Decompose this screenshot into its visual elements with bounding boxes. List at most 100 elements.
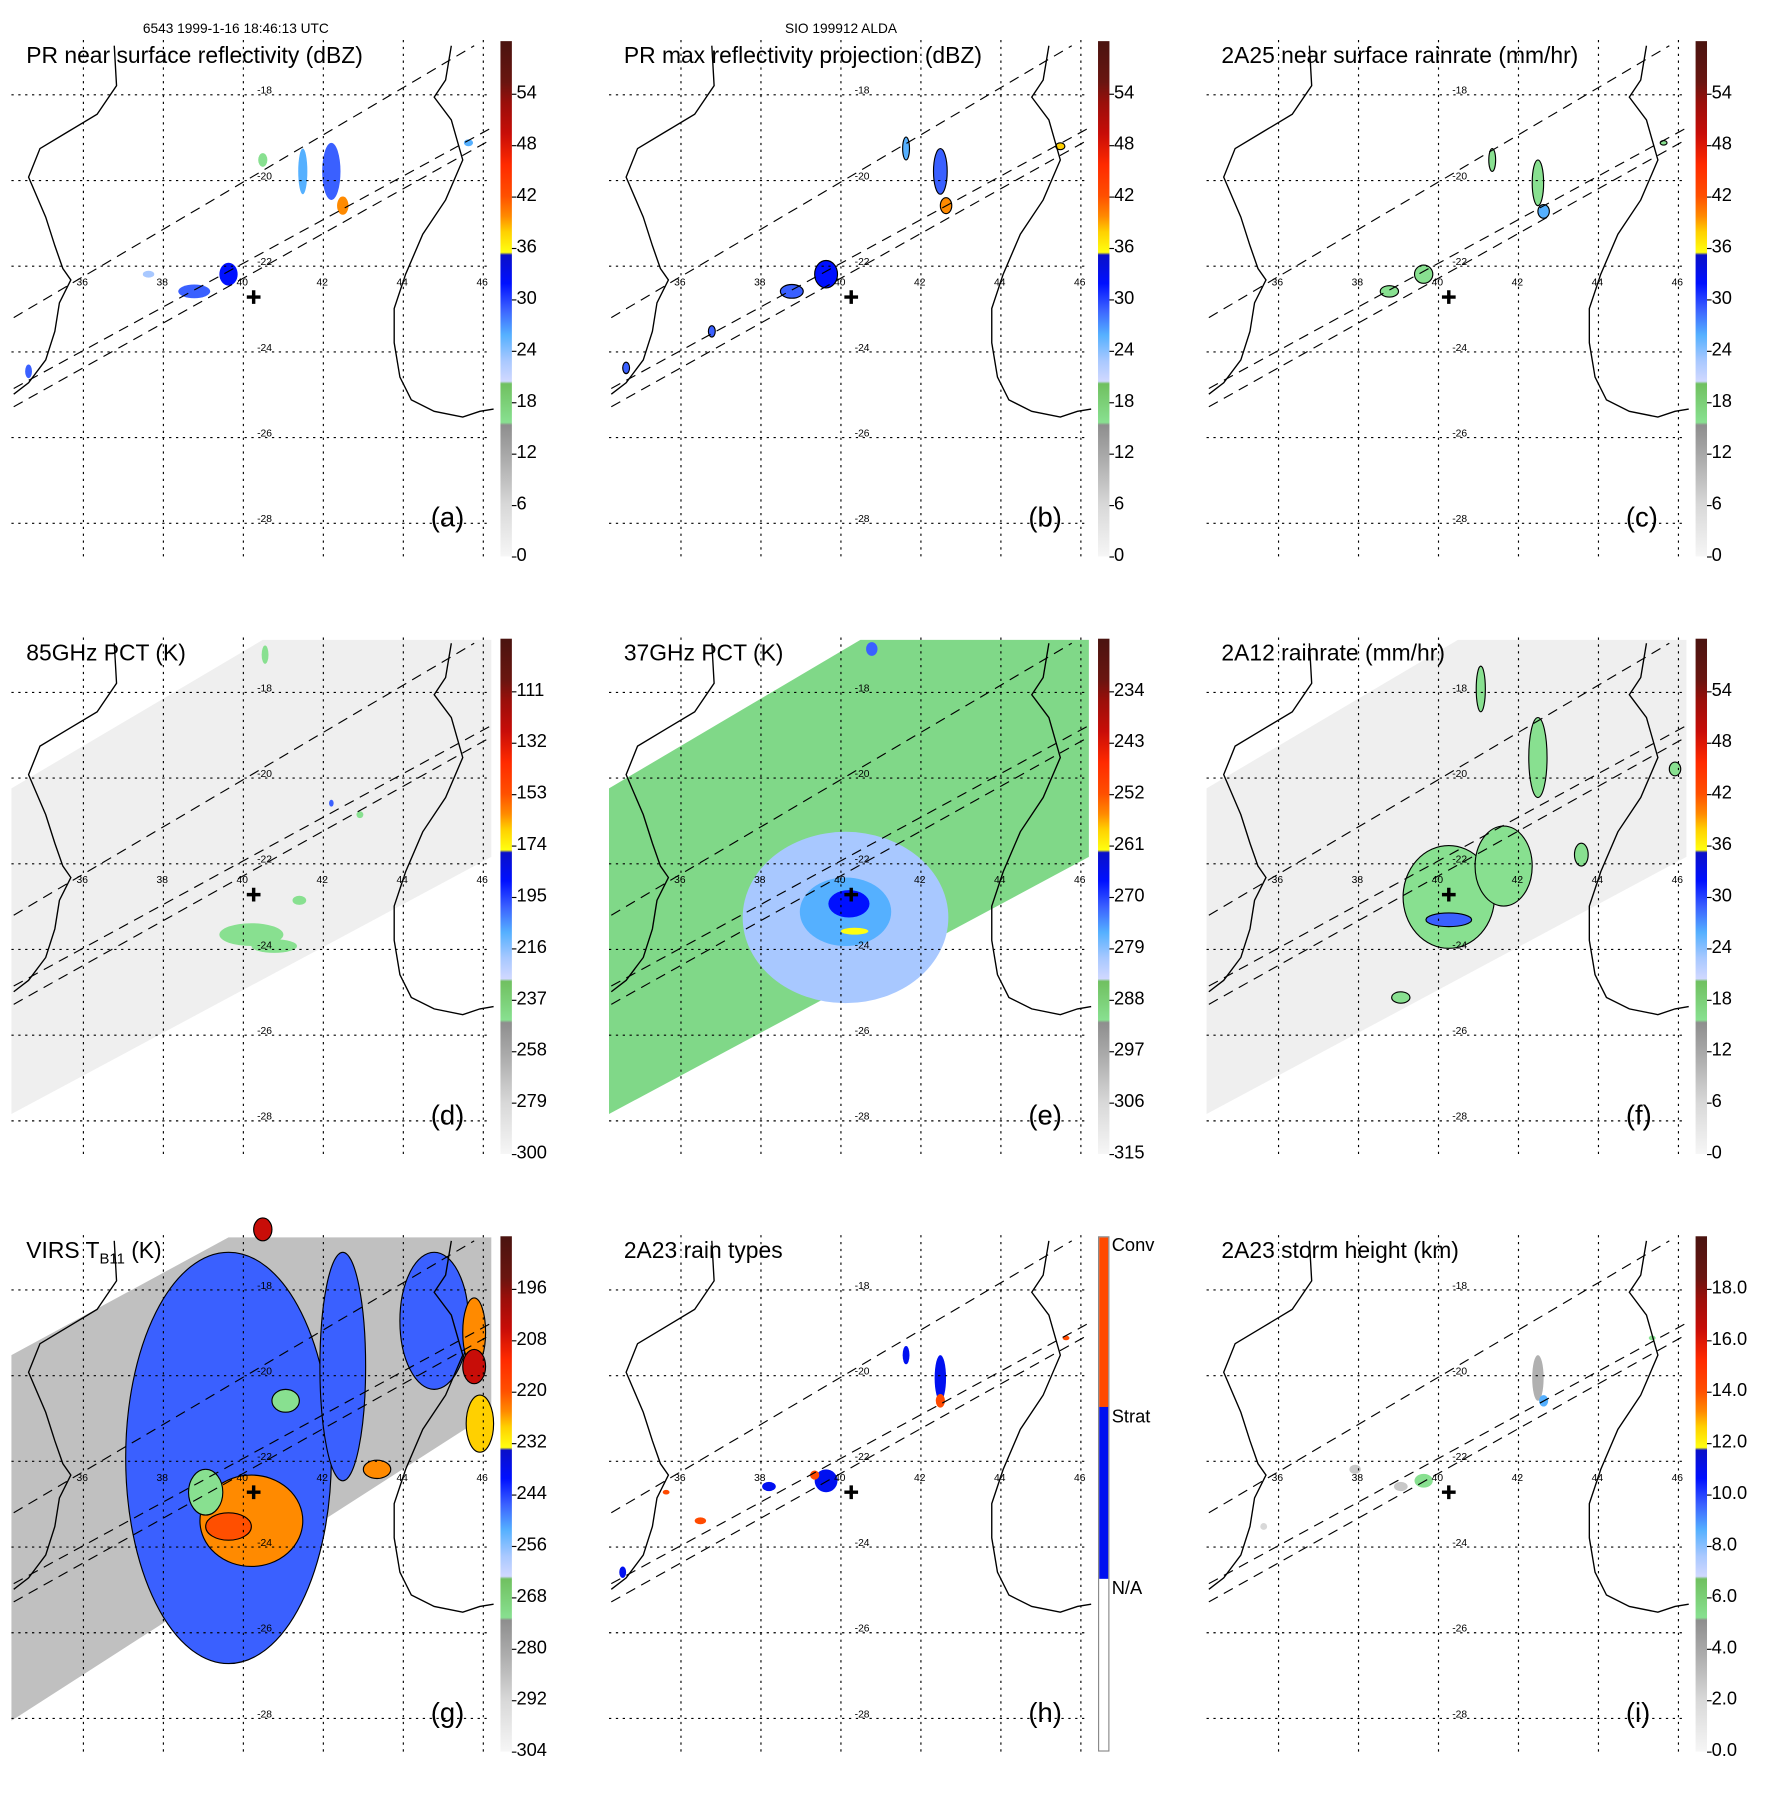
colorbar-tick-label: 42: [1114, 186, 1135, 206]
pr-swath-edge: [611, 127, 1090, 389]
colorbar-tick-mark: [1707, 1494, 1712, 1496]
colorbar-tick-mark: [1707, 453, 1712, 455]
colorbar-tick-label: 30: [1711, 289, 1732, 309]
data-cell: [205, 1512, 252, 1541]
longitude-label: 40: [1432, 278, 1444, 289]
madagascar-coastline: [393, 45, 494, 418]
panel-letter: (g): [430, 1697, 465, 1729]
latitude-label: -26: [1452, 1026, 1467, 1037]
colorbar-tick-label: 48: [1114, 134, 1135, 155]
longitude-label: 42: [914, 875, 926, 886]
latitude-label: -20: [855, 171, 870, 182]
colorbar-tick-mark: [1707, 1751, 1712, 1753]
latitude-label: -22: [1452, 855, 1467, 866]
latitude-label: -28: [257, 514, 272, 525]
panel-g: -18 -20 -22 -24 -26 -28 36 38 40 42 44 46 VIRS TB11 …: [0, 1195, 598, 1793]
africa-coastline: [610, 45, 715, 395]
colorbar-tick-mark: [511, 505, 517, 507]
latitude-label: -28: [1452, 1112, 1467, 1123]
pr-swath-edge: [13, 45, 475, 319]
data-cell: [258, 153, 268, 167]
colorbar-tick-mark: [1707, 145, 1712, 147]
longitude-label: 36: [77, 875, 89, 886]
latitude-label: -24: [1452, 940, 1467, 951]
title-suffix: (K): [124, 1238, 162, 1264]
colorbar-tick-label: 4.0: [1711, 1638, 1738, 1658]
colorbar-tick-mark: [1707, 845, 1712, 847]
panel-a: -18 -20 -22 -24 -26 -28 36 38 40 42 44 46 PR near su…: [0, 0, 598, 598]
panel-title: PR near surface reflectivity (dBZ): [26, 43, 363, 69]
panel-title: 2A23 rain types: [624, 1239, 783, 1265]
latitude-label: -22: [855, 855, 870, 866]
colorbar-tick-label: 279: [1114, 938, 1145, 958]
colorbar-tick-label: 14.0: [1711, 1381, 1748, 1401]
latitude-label: -22: [257, 855, 272, 866]
colorbar-tick-label: 288: [1114, 989, 1145, 1009]
longitude-label: 36: [674, 875, 686, 886]
colorbar-tick-mark: [1707, 1700, 1712, 1702]
longitude-label: 38: [157, 278, 169, 289]
colorbar: [1695, 41, 1708, 557]
data-cell: [1668, 761, 1682, 777]
colorbar-tick-label: 36: [516, 237, 537, 258]
storm-center-cross-icon: [844, 887, 859, 902]
latitude-label: -22: [257, 257, 272, 268]
colorbar-tick-label: 12: [1114, 443, 1135, 463]
storm-center-cross-icon: [1441, 290, 1456, 304]
latitude-label: -28: [257, 1709, 272, 1720]
panel-letter: (e): [1028, 1100, 1062, 1132]
data-cell: [934, 1355, 947, 1401]
data-cell: [292, 895, 307, 905]
longitude-label: 42: [316, 1473, 328, 1484]
map-e: -18 -20 -22 -24 -26 -28 36 38 40 42 44 46: [608, 637, 1092, 1158]
colorbar-category-label: Strat: [1111, 1407, 1151, 1428]
data-cell: [1488, 147, 1497, 172]
colorbar-tick-mark: [511, 145, 517, 147]
colorbar-tick-mark: [1109, 896, 1115, 899]
colorbar-tick-label: 6: [1711, 494, 1722, 515]
madagascar-coastline: [1588, 45, 1689, 418]
colorbar-tick-label: 0.0: [1711, 1741, 1738, 1761]
panel-letter: (i): [1625, 1697, 1651, 1729]
colorbar-tick-mark: [1707, 93, 1712, 95]
data-cell: [814, 259, 839, 289]
longitude-label: 44: [396, 278, 408, 289]
colorbar-tick-label: 315: [1114, 1143, 1145, 1164]
colorbar-tick-label: 6.0: [1711, 1587, 1738, 1607]
colorbar-tick-label: 258: [516, 1040, 547, 1061]
panel-letter: (c): [1625, 502, 1658, 534]
colorbar-tick-label: 18: [516, 391, 537, 412]
storm-center-cross-icon: [844, 290, 859, 304]
colorbar-tick-label: 8.0: [1711, 1535, 1738, 1556]
colorbar-tick-mark: [511, 196, 517, 198]
storm-center-cross-icon: [246, 887, 261, 902]
pr-swath-edge: [610, 1240, 1073, 1514]
latitude-label: -28: [855, 1709, 870, 1720]
panel-letter: (a): [430, 502, 465, 534]
latitude-label: -18: [257, 1281, 272, 1292]
colorbar-tick-label: 232: [516, 1432, 547, 1453]
colorbar-tick-label: 48: [1711, 732, 1732, 752]
data-cell: [1425, 912, 1473, 928]
colorbar-tick-label: 6: [516, 494, 527, 515]
colorbar-category-label: Conv: [1111, 1236, 1155, 1256]
colorbar-tick-label: 36: [1711, 237, 1732, 258]
latitude-label: -26: [257, 1026, 272, 1037]
longitude-label: 42: [914, 1473, 926, 1484]
colorbar-tick-mark: [1707, 1545, 1712, 1548]
colorbar-tick-mark: [1707, 999, 1712, 1001]
data-cell: [762, 1481, 776, 1492]
latitude-label: -28: [855, 514, 870, 525]
colorbar-tick-label: 10.0: [1711, 1484, 1748, 1504]
colorbar-tick-mark: [1109, 402, 1115, 404]
colorbar-tick-mark: [511, 999, 517, 1001]
colorbar-tick-mark: [1707, 1154, 1712, 1156]
colorbar-tick-mark: [511, 1340, 517, 1342]
colorbar-tick-mark: [1109, 350, 1115, 352]
longitude-label: 38: [754, 278, 766, 289]
data-cell: [935, 1393, 945, 1408]
colorbar-tick-label: 12.0: [1711, 1432, 1748, 1453]
colorbar-tick-label: 196: [516, 1278, 547, 1298]
map-i: -18 -20 -22 -24 -26 -28 36 38 40 42 44 46: [1206, 1235, 1689, 1756]
